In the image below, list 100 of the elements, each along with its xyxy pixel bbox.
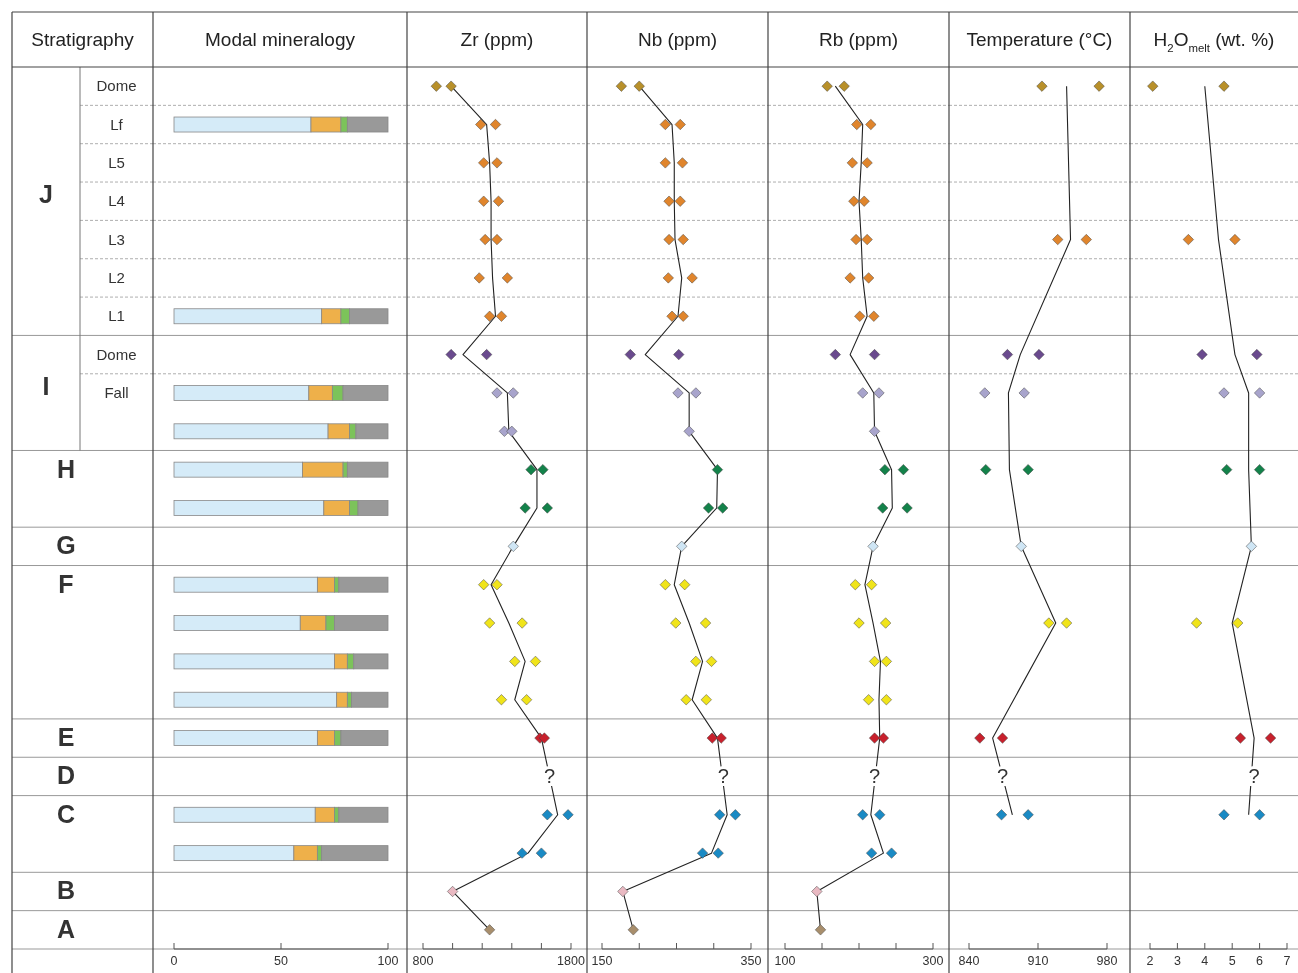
point [481, 349, 493, 361]
point [879, 464, 891, 476]
point [712, 847, 724, 859]
point [445, 349, 457, 361]
point [861, 234, 873, 246]
x-tick-label: 6 [1256, 954, 1264, 968]
chart-title: H$_{2}$O$_{melt}$ (wt. %) [1153, 29, 1275, 54]
point [495, 694, 507, 706]
point [680, 694, 692, 706]
bar [321, 845, 389, 862]
point [529, 655, 541, 667]
point [478, 195, 490, 207]
point [867, 540, 879, 552]
x-tick-label: 980 [1096, 954, 1118, 968]
point [821, 80, 833, 92]
point [672, 387, 684, 399]
point [525, 464, 537, 476]
point [615, 80, 627, 92]
point [848, 195, 860, 207]
point [676, 157, 688, 169]
point [507, 387, 519, 399]
x-tick-label: 7 [1283, 954, 1291, 968]
category-label: L5 [108, 153, 125, 171]
chart-title: Temperature (°C) [966, 29, 1113, 50]
point [491, 157, 503, 169]
point [538, 732, 550, 744]
point [866, 579, 878, 591]
point [663, 195, 675, 207]
bar [338, 576, 389, 593]
point [666, 310, 678, 322]
point [686, 272, 698, 284]
point [624, 349, 636, 361]
point [880, 655, 892, 667]
point [521, 694, 533, 706]
x-tick-label: 0 [170, 954, 178, 968]
point [844, 272, 856, 284]
point [445, 80, 457, 92]
point [854, 310, 866, 322]
point [492, 195, 504, 207]
point [662, 272, 674, 284]
x-tick-label: 840 [958, 954, 980, 968]
text: J [39, 180, 53, 209]
category-label: Dome [96, 345, 137, 363]
point [674, 119, 686, 131]
category-label: C [56, 799, 76, 828]
point [873, 387, 885, 399]
chart-title: Zr (ppm) [460, 29, 534, 50]
x-tick-label: 5 [1228, 954, 1236, 968]
point [562, 809, 574, 821]
x-tick-label: 4 [1201, 954, 1209, 968]
point [633, 80, 645, 92]
point [815, 924, 827, 936]
point [627, 924, 639, 936]
category-label: Fall [104, 383, 129, 401]
point [690, 387, 702, 399]
point [670, 617, 682, 629]
point [880, 694, 892, 706]
point [729, 809, 741, 821]
point [1245, 540, 1257, 552]
point [874, 809, 886, 821]
point [663, 234, 675, 246]
point [541, 502, 553, 514]
point [475, 119, 487, 131]
category-label: L4 [108, 192, 125, 210]
point [863, 694, 875, 706]
point [495, 310, 507, 322]
x-tick-label: 100 [377, 954, 399, 968]
x-tick-label: 300 [922, 954, 944, 968]
point [677, 234, 689, 246]
point [811, 885, 823, 897]
point [861, 157, 873, 169]
category-label: F [58, 569, 74, 598]
point [877, 732, 889, 744]
point [484, 617, 496, 629]
point [846, 157, 858, 169]
point [473, 272, 485, 284]
x-tick-label: 3 [1173, 954, 1181, 968]
point [886, 847, 898, 859]
point [849, 579, 861, 591]
text: I [42, 371, 50, 400]
point [711, 464, 723, 476]
point [478, 157, 490, 169]
bar [338, 806, 389, 823]
point [478, 579, 490, 591]
point [901, 502, 913, 514]
category-label: E [57, 723, 75, 752]
x-tick-label: 910 [1027, 954, 1049, 968]
point [850, 234, 862, 246]
point [866, 847, 878, 859]
bar [346, 461, 389, 478]
point [1015, 540, 1027, 552]
point [690, 655, 702, 667]
point [700, 617, 712, 629]
point [868, 310, 880, 322]
point [863, 272, 875, 284]
point [491, 234, 503, 246]
x-tick-label: 100 [774, 954, 796, 968]
point [617, 885, 629, 897]
point [507, 540, 519, 552]
point [829, 349, 841, 361]
